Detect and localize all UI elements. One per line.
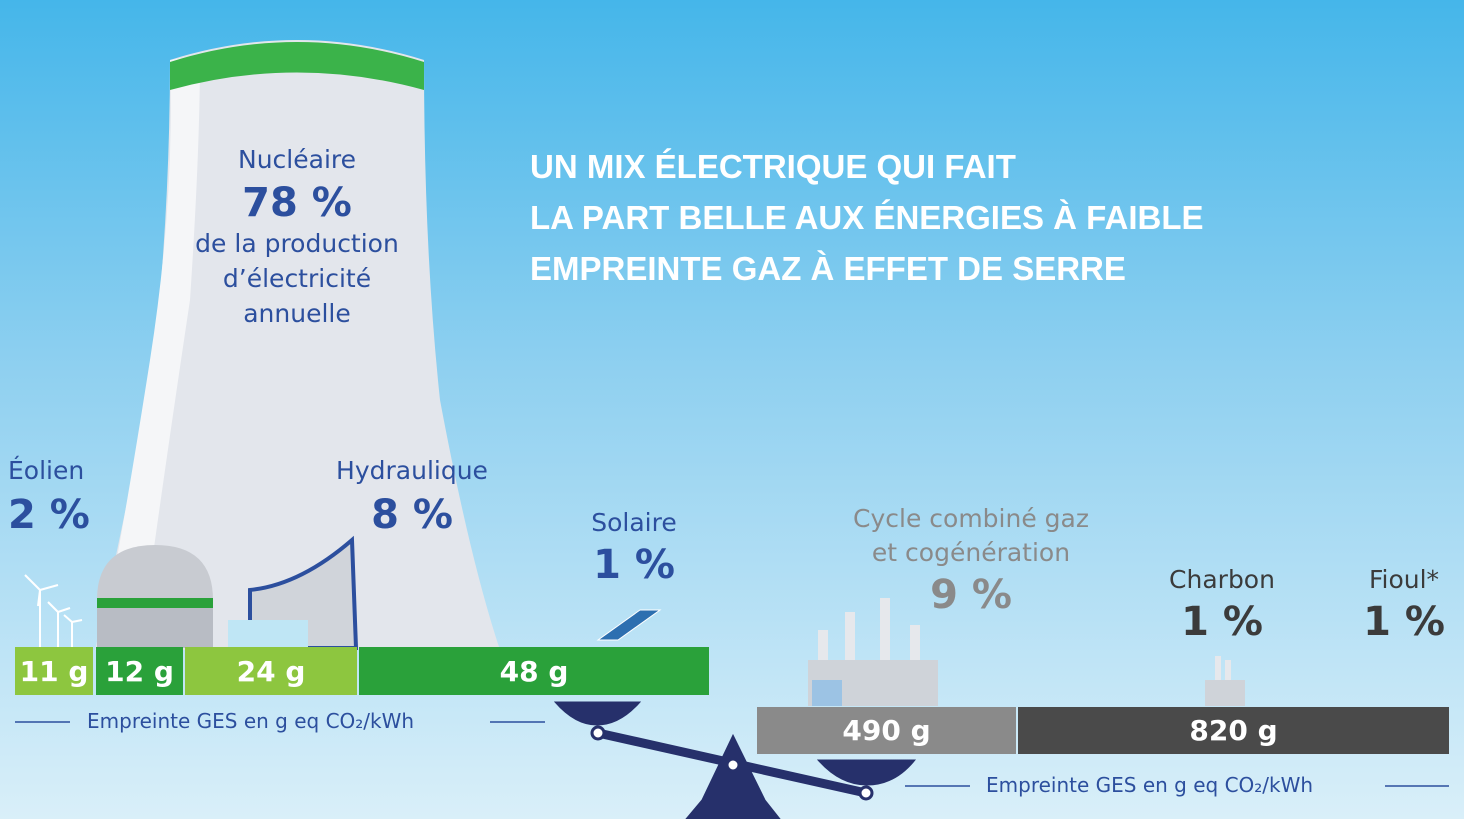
wind-turbines bbox=[25, 575, 82, 647]
nuclear-label: Nucléaire bbox=[238, 147, 356, 172]
source-label: et cogénération bbox=[872, 540, 1070, 565]
footprint-caption: Empreinte GES en g eq CO₂/kWh bbox=[87, 711, 414, 731]
nuclear-share: 78 % bbox=[242, 183, 352, 223]
source-label: Charbon bbox=[1169, 567, 1275, 592]
footprint-caption: Empreinte GES en g eq CO₂/kWh bbox=[986, 775, 1313, 795]
footprint-segment: 820 g bbox=[1018, 707, 1449, 754]
source-share: 1 % bbox=[1181, 602, 1263, 642]
infographic: UN MIX ÉLECTRIQUE QUI FAIT LA PART BELLE… bbox=[0, 0, 1464, 819]
solar-panel bbox=[598, 610, 660, 640]
footprint-segment: 24 g bbox=[185, 647, 357, 695]
reactor-band bbox=[97, 598, 213, 608]
footprint-segment: 12 g bbox=[96, 647, 183, 695]
source-label: Cycle combiné gaz bbox=[853, 506, 1089, 531]
source-share: 1 % bbox=[593, 545, 675, 585]
footprint-segment: 48 g bbox=[359, 647, 709, 695]
source-share: 2 % bbox=[8, 495, 90, 535]
gas-plant bbox=[808, 598, 938, 706]
coal-plant bbox=[1205, 656, 1245, 706]
footprint-segment: 11 g bbox=[15, 647, 93, 695]
source-label: Hydraulique bbox=[336, 458, 488, 483]
source-share: 8 % bbox=[371, 495, 453, 535]
footprint-segment: 490 g bbox=[757, 707, 1016, 754]
title-line: UN MIX ÉLECTRIQUE QUI FAIT bbox=[530, 150, 1016, 183]
source-share: 1 % bbox=[1363, 602, 1445, 642]
title-line: LA PART BELLE AUX ÉNERGIES À FAIBLE bbox=[530, 201, 1204, 234]
source-share: 9 % bbox=[930, 575, 1012, 615]
nuclear-description: annuelle bbox=[243, 301, 351, 326]
illustration bbox=[0, 0, 1464, 819]
source-label: Fioul* bbox=[1369, 567, 1439, 592]
title-line: EMPREINTE GAZ À EFFET DE SERRE bbox=[530, 252, 1126, 285]
source-label: Éolien bbox=[8, 458, 84, 483]
nuclear-description: d’électricité bbox=[223, 266, 371, 291]
source-label: Solaire bbox=[591, 510, 677, 535]
reactor-base bbox=[97, 608, 213, 648]
water bbox=[228, 620, 308, 648]
nuclear-description: de la production bbox=[195, 231, 399, 256]
